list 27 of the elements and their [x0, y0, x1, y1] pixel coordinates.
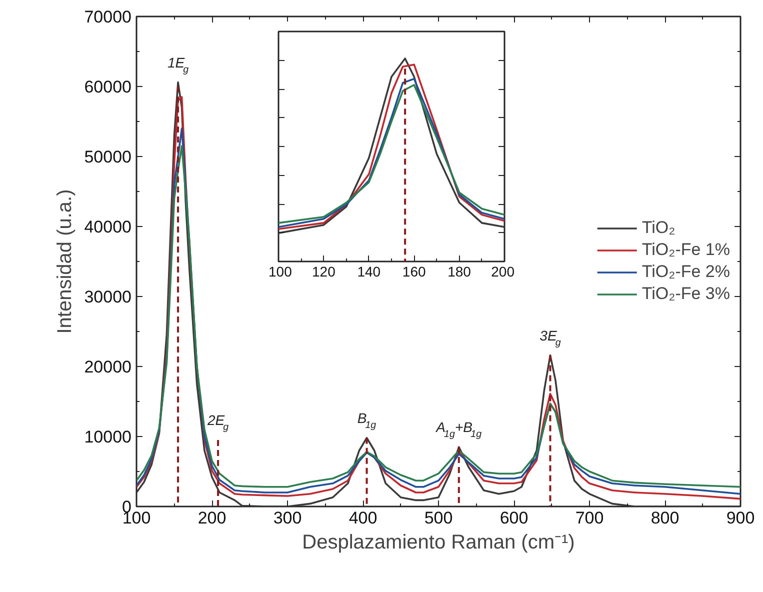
y-tick-label: 40000 [84, 218, 132, 236]
y-tick-label: 10000 [84, 428, 132, 446]
y-tick-label: 20000 [84, 358, 132, 376]
legend-label: TiO₂-Fe 3% [642, 284, 730, 304]
y-tick-label: 30000 [84, 288, 132, 306]
y-axis-title: Intensidad (u.a.) [54, 189, 76, 334]
x-tick-label: 400 [348, 508, 378, 528]
y-tick-label: 70000 [84, 8, 132, 26]
x-tick-label: 500 [424, 508, 453, 528]
x-tick-label: 100 [268, 264, 292, 280]
legend-label: TiO₂-Fe 2% [642, 262, 730, 282]
x-tick-label: 160 [402, 264, 426, 280]
y-tick-label: 60000 [84, 78, 132, 96]
x-tick-label: 900 [726, 508, 755, 528]
x-tick-label: 700 [575, 508, 604, 528]
legend-label: TiO₂-Fe 1% [642, 240, 730, 260]
x-tick-label: 600 [500, 508, 528, 528]
x-tick-label: 140 [357, 264, 381, 280]
x-tick-label: 800 [650, 508, 680, 528]
x-tick-label: 180 [448, 264, 472, 280]
legend-label: TiO₂ [642, 218, 676, 238]
x-tick-label: 200 [198, 508, 226, 528]
x-tick-label: 120 [312, 264, 336, 280]
x-tick-label: 200 [491, 264, 515, 280]
x-tick-label: 300 [273, 508, 302, 528]
x-axis-title: Desplazamiento Raman (cm⁻¹) [302, 532, 575, 554]
y-tick-label: 50000 [84, 148, 132, 166]
